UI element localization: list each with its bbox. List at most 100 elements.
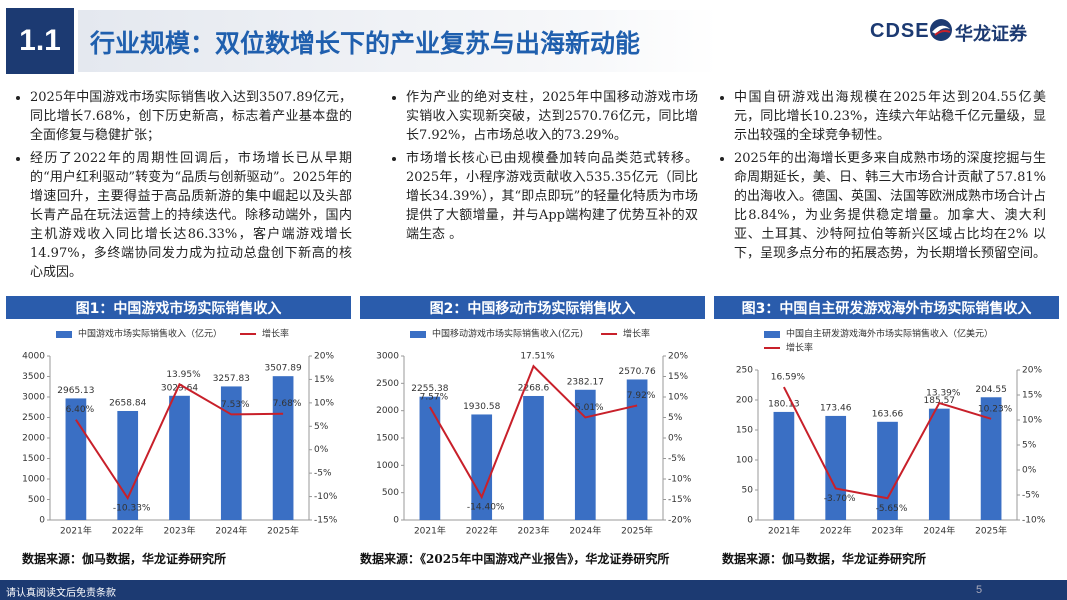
bar [471,414,493,520]
y2-tick-label: 0% [314,445,329,455]
y2-tick-label: -5% [668,454,686,464]
bar [523,395,544,520]
bar [65,398,87,520]
y-tick-label: 0 [39,516,45,526]
bar [928,408,950,520]
bullet: 2025年的出海增长更多来自成熟市场的深度挖掘与生命周期延长，美、日、韩三大市场… [734,149,1046,263]
x-tick-label: 2021年 [60,525,92,537]
y-tick-label: 200 [736,396,753,406]
legend-swatch [764,331,780,338]
x-tick-label: 2025年 [621,525,653,537]
bullet-list: 作为产业的绝对支柱，2025年中国移动游戏市场实销收入实现新突破，达到2570.… [388,88,698,244]
line [783,386,992,500]
line-value-label: -5.65% [876,504,908,514]
bar-value-label: 204.55 [975,385,1007,395]
y-tick-label: 500 [28,495,45,505]
bar [626,379,648,520]
bar [825,415,847,520]
x-tick-label: 2022年 [466,525,498,537]
source-note: 数据来源：《2025年中国游戏产业报告》，华龙证券研究所 [360,552,670,566]
y-tick-label: 3000 [22,393,45,403]
footer-bar [0,580,1067,600]
line-value-label: 7.53% [221,400,250,410]
chart: 中国自主研发游戏海外市场实际销售收入（亿美元） 增长率 0 50 100 150 200 25… [736,328,1046,537]
y-tick-label: 150 [736,426,753,436]
disclaimer: 请认真阅读文后免责条款 [6,588,116,599]
y-tick-label: 4000 [22,352,45,362]
bar [220,386,242,520]
bar [169,395,190,520]
chart: 中国移动游戏市场实际销售收入(亿元) 增长率 0 500 1000 1500 2000 250… [376,328,692,537]
y-tick-label: 50 [742,486,754,496]
y2-tick-label: 15% [314,375,334,385]
y-tick-label: 250 [736,366,753,376]
bar-value-label: 2965.13 [57,386,94,396]
bar-value-label: 3507.89 [264,364,301,374]
x-tick-label: 2023年 [872,525,904,537]
y2-tick-label: -20% [668,516,692,526]
chart-title: 图3：中国自主研发游戏海外市场实际销售收入 [714,296,1059,319]
bullet: 中国自研游戏出海规模在2025年达到204.55亿美元，同比增长10.23%，连… [734,88,1046,145]
bar [117,410,139,520]
y-tick-label: 2000 [22,434,45,444]
bar [980,397,1002,520]
legend-label: 增长率 [623,328,650,340]
x-tick-label: 2023年 [164,525,196,537]
y2-tick-label: 10% [1022,416,1042,426]
bar-value-label: 3257.83 [213,374,250,384]
bar [877,421,898,520]
line-value-label: 7.68% [273,399,302,409]
y2-tick-label: -5% [314,469,332,479]
y2-tick-label: -15% [314,516,338,526]
x-tick-label: 2021年 [768,525,800,537]
text-column: 2025年中国游戏市场实际销售收入达到3507.89亿元，同比增长7.68%，创… [12,88,352,286]
y2-tick-label: -5% [1022,491,1040,501]
y-tick-label: 2000 [376,406,399,416]
y2-tick-label: 0% [1022,466,1037,476]
y2-tick-label: 15% [1022,391,1042,401]
y2-tick-label: 10% [314,398,334,408]
legend-label: 中国自主研发游戏海外市场实际销售收入（亿美元） [786,328,993,340]
chart-title: 图1：中国游戏市场实际销售收入 [6,296,351,319]
y-tick-label: 100 [736,456,753,466]
bar-value-label: 1930.58 [463,402,500,412]
bar-value-label: 2658.84 [109,398,146,408]
line-value-label: 7.57% [420,392,449,402]
bar-value-label: 185.57 [924,396,956,406]
y-tick-label: 1500 [22,454,45,464]
chart-title: 图2：中国移动市场实际销售收入 [360,296,705,319]
company-name: 华龙证券 [955,24,1027,45]
line-value-label: -14.40% [467,503,505,513]
bar-value-label: 2382.17 [567,377,604,387]
legend-swatch [410,331,426,338]
page-number: 5 [976,584,983,596]
bullet-list: 2025年中国游戏市场实际销售收入达到3507.89亿元，同比增长7.68%，创… [12,88,352,282]
bullet: 经历了2022年的周期性回调后，市场增长已从早期的“用户红利驱动”转变为“品质与… [30,149,352,282]
x-tick-label: 2023年 [518,525,550,537]
bar-value-label: 180.13 [768,399,800,409]
legend-label: 增长率 [786,342,813,354]
line [75,382,284,501]
text-column: 中国自研游戏出海规模在2025年达到204.55亿美元，同比增长10.23%，连… [716,88,1046,267]
y2-tick-label: 0% [668,434,683,444]
line-value-label: 5.01% [575,403,604,413]
bar-value-label: 2255.38 [411,384,448,394]
line-value-label: 16.59% [771,373,806,383]
slide-title: 行业规模：双位数增长下的产业复苏与出海新动能 [90,29,641,58]
bullet: 市场增长核心已由规模叠加转向品类范式转移。2025年，小程序游戏贡献收入535.… [406,149,698,244]
bar [773,411,795,520]
x-tick-label: 2025年 [975,525,1007,537]
line-value-label: 10.23% [978,404,1013,414]
y-tick-label: 1000 [376,461,399,471]
bar [272,376,294,520]
x-tick-label: 2024年 [215,525,247,537]
chart: 中国游戏市场实际销售收入（亿元） 增长率 0 500 1000 1500 2000 2500 3… [22,328,338,537]
y2-tick-label: 20% [668,352,688,362]
legend-label: 增长率 [262,328,289,340]
legend-label: 中国游戏市场实际销售收入（亿元） [78,328,222,340]
y2-tick-label: -10% [668,475,692,485]
legend-swatch [56,331,72,338]
y2-tick-label: 5% [1022,441,1037,451]
bullet: 2025年中国游戏市场实际销售收入达到3507.89亿元，同比增长7.68%，创… [30,88,352,145]
